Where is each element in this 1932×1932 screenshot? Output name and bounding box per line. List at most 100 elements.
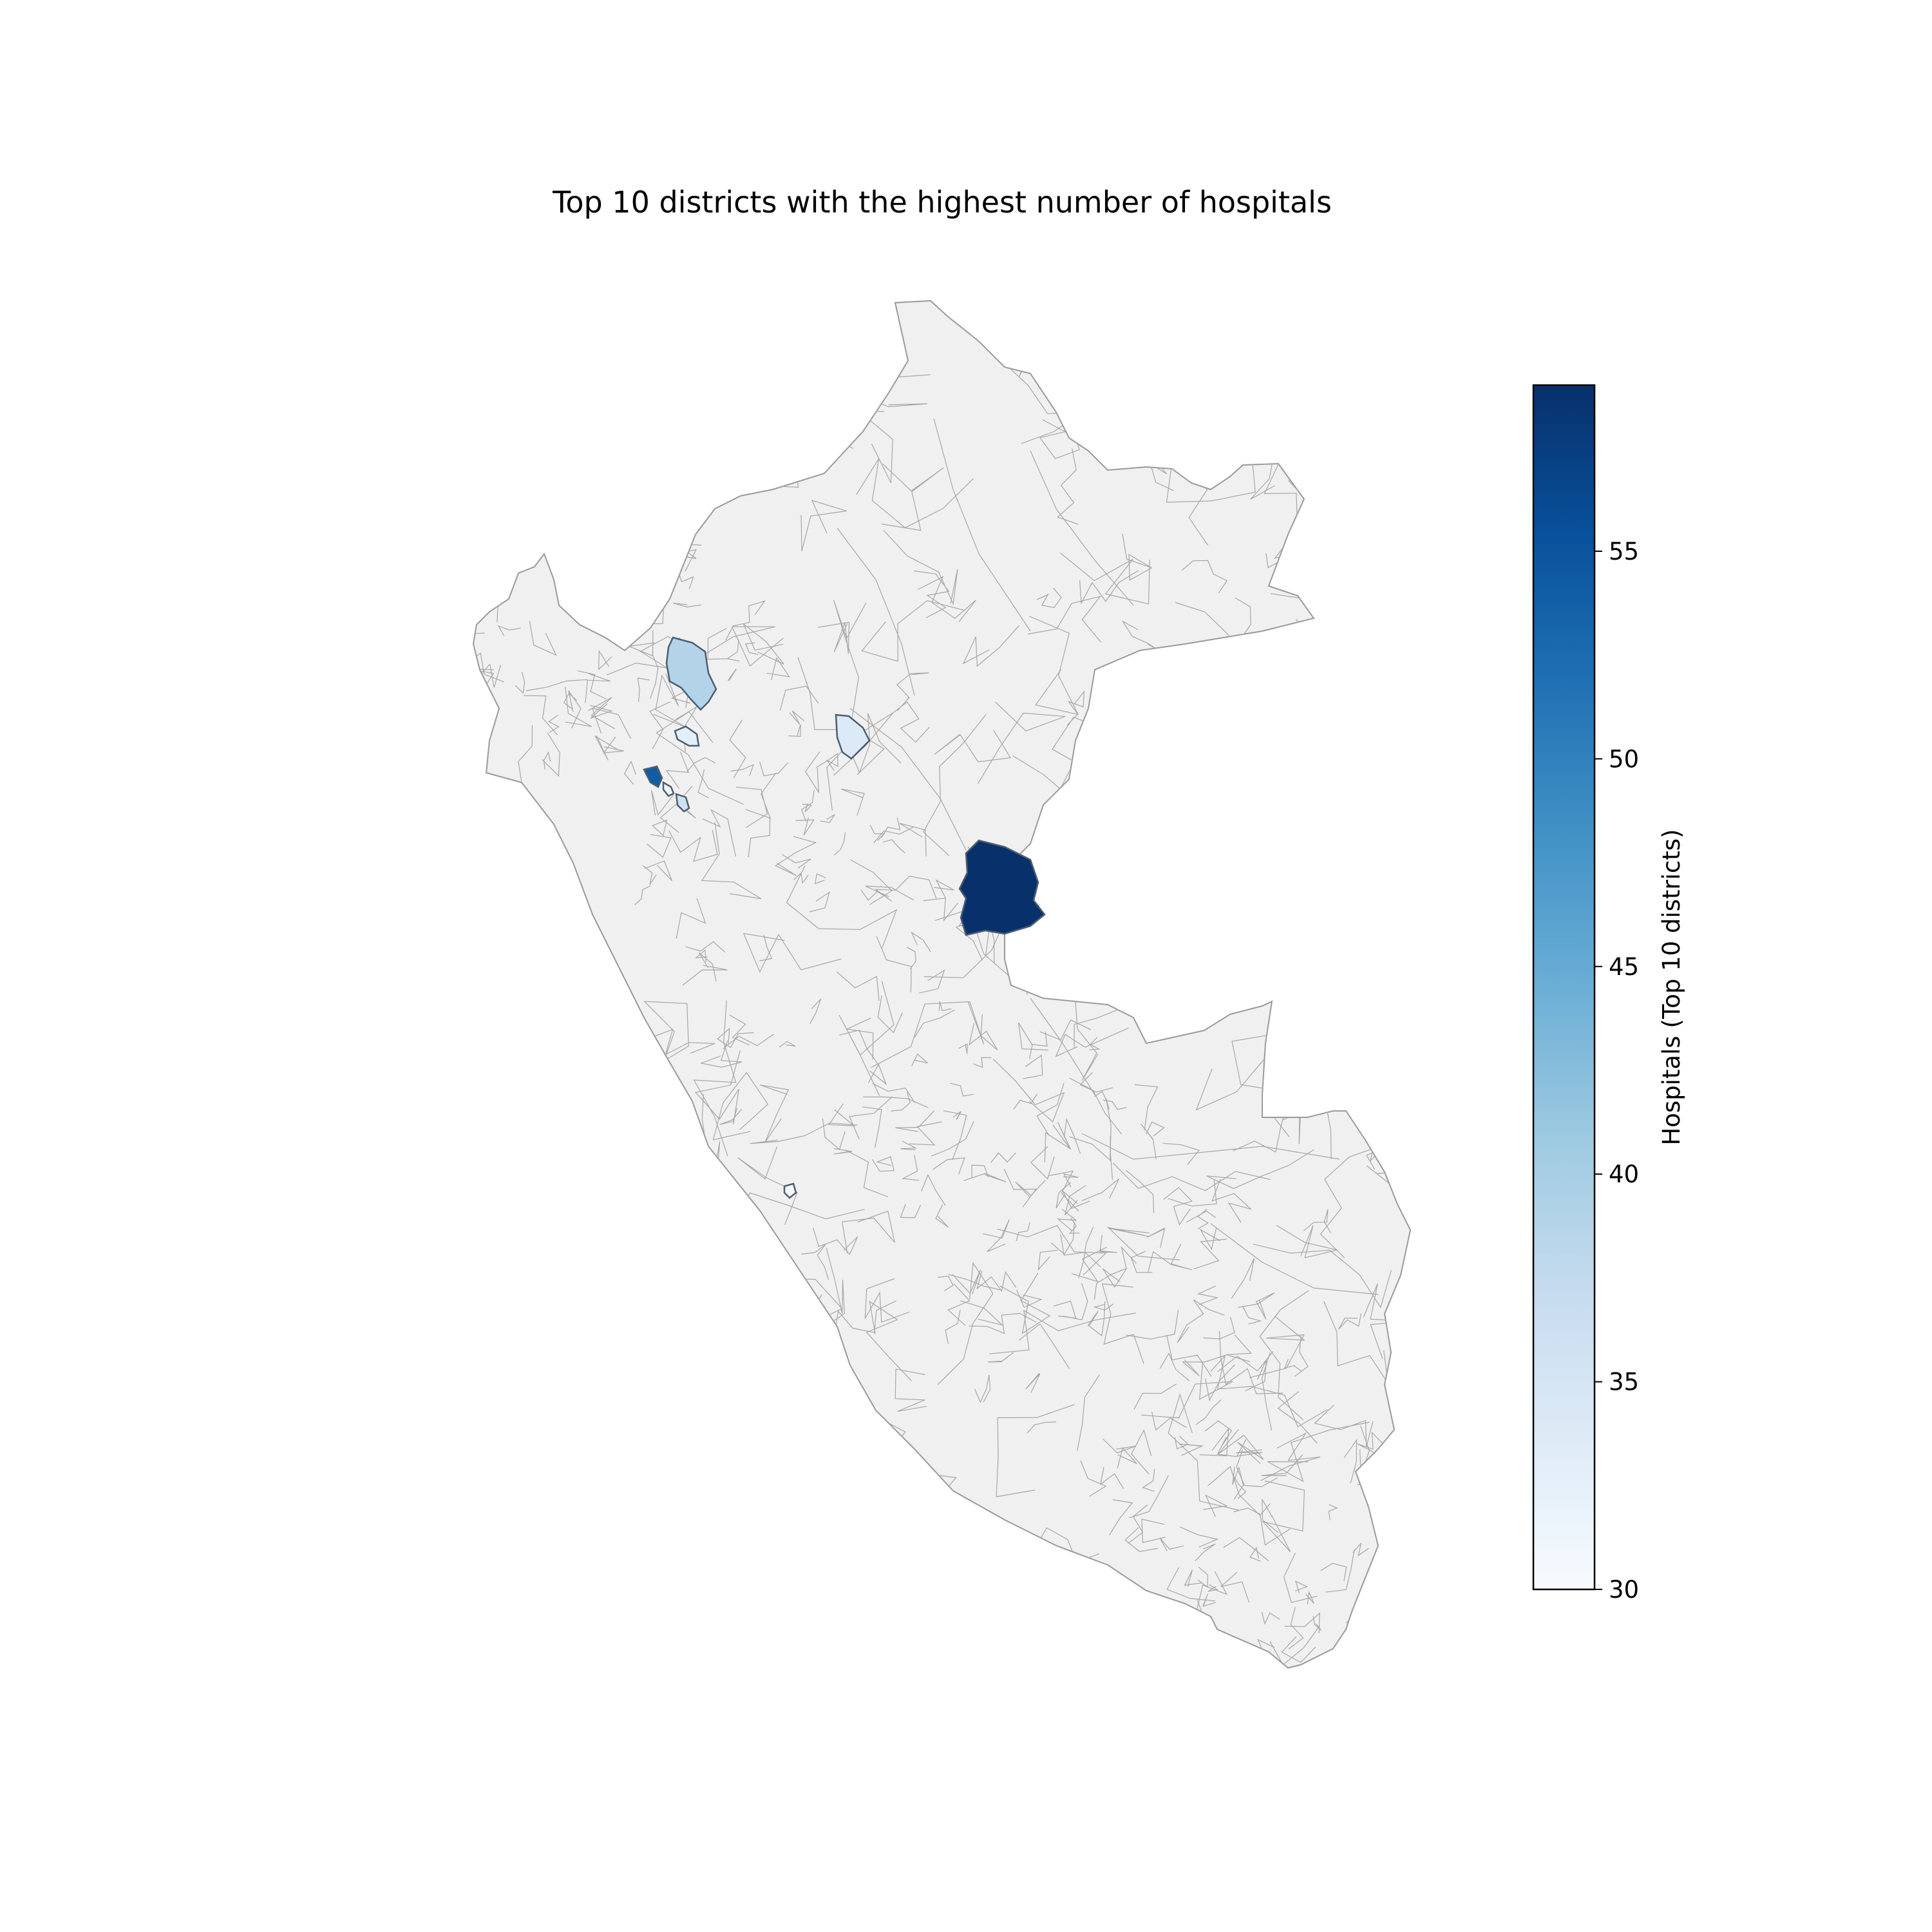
highlighted-district xyxy=(674,725,700,747)
colorbar-label: Hospitals (Top 10 districts) xyxy=(1658,829,1685,1145)
district-border xyxy=(748,816,771,857)
district-border xyxy=(948,1271,1017,1291)
district-border xyxy=(699,1040,743,1068)
district-border xyxy=(745,772,777,819)
district-border xyxy=(971,1164,989,1178)
district-border xyxy=(1208,887,1258,930)
district-border xyxy=(1204,778,1280,836)
district-border xyxy=(1507,1600,1539,1643)
district-border xyxy=(800,499,847,551)
district-border xyxy=(996,1404,1075,1497)
district-border xyxy=(822,1118,846,1150)
district-border xyxy=(1206,1149,1314,1189)
district-border xyxy=(1099,1235,1117,1253)
district-border xyxy=(872,1083,916,1103)
colorbar-tick-label: 35 xyxy=(1609,1368,1639,1396)
district-border xyxy=(643,1001,689,1072)
district-border xyxy=(1079,570,1139,605)
district-border xyxy=(1260,1432,1321,1481)
district-border xyxy=(1452,1607,1466,1642)
district-border xyxy=(846,1018,874,1059)
district-border xyxy=(1217,1351,1274,1372)
district-border xyxy=(1027,1421,1057,1434)
district-border xyxy=(1179,433,1213,464)
district-border xyxy=(950,1083,974,1097)
district-border xyxy=(1262,1499,1279,1533)
district-border xyxy=(1130,1251,1153,1273)
district-border xyxy=(1217,1355,1328,1428)
district-border xyxy=(1094,1268,1126,1300)
district-border xyxy=(1261,1612,1280,1625)
district-border xyxy=(722,1034,775,1050)
district-border xyxy=(1195,1399,1222,1425)
district-border xyxy=(585,673,611,703)
district-border xyxy=(1125,1170,1155,1213)
district-border xyxy=(697,769,709,799)
district-border xyxy=(497,625,521,636)
district-border xyxy=(1199,1227,1220,1251)
country-map xyxy=(472,299,1539,1669)
district-border xyxy=(673,1329,706,1347)
district-border xyxy=(1101,1283,1144,1364)
district-border xyxy=(1100,354,1197,414)
district-border xyxy=(1166,1567,1215,1602)
district-border xyxy=(856,458,974,529)
district-border xyxy=(737,1146,798,1225)
district-border xyxy=(1094,804,1179,967)
district-border xyxy=(743,623,784,665)
district-border xyxy=(923,898,958,922)
district-border xyxy=(1343,1438,1358,1484)
district-border xyxy=(1195,735,1230,829)
district-border xyxy=(1074,1009,1119,1048)
district-border xyxy=(901,1155,920,1181)
district-border xyxy=(814,873,826,885)
district-border xyxy=(1057,1209,1077,1231)
highlighted-districts xyxy=(643,636,1046,1199)
district-border xyxy=(1367,301,1403,328)
district-border xyxy=(934,879,954,898)
district-border xyxy=(850,859,893,905)
district-border xyxy=(1142,1468,1155,1492)
district-border xyxy=(1247,351,1325,409)
district-border xyxy=(1355,650,1410,726)
district-border xyxy=(1131,1429,1152,1475)
district-border xyxy=(845,1150,889,1198)
district-border xyxy=(702,808,737,857)
district-border xyxy=(1464,1620,1485,1654)
district-border xyxy=(958,1043,968,1054)
district-border xyxy=(999,1273,1051,1334)
district-border xyxy=(914,570,950,618)
district-border xyxy=(795,817,815,836)
district-border xyxy=(729,719,746,779)
district-border xyxy=(526,679,587,692)
district-border xyxy=(1394,1384,1410,1497)
district-border xyxy=(866,1300,912,1381)
district-border xyxy=(1193,1238,1227,1269)
district-border xyxy=(969,1014,998,1050)
highlighted-district xyxy=(643,765,663,788)
district-border xyxy=(685,941,726,953)
district-border xyxy=(1142,661,1168,717)
district-border xyxy=(1162,1142,1200,1165)
district-border xyxy=(864,1278,910,1323)
district-border xyxy=(1331,919,1378,963)
district-border xyxy=(960,1300,1004,1326)
district-border xyxy=(726,639,740,662)
district-border xyxy=(1100,1466,1124,1490)
district-border xyxy=(1376,860,1410,925)
district-border xyxy=(647,834,672,858)
district-border xyxy=(1267,1421,1370,1482)
district-border xyxy=(515,672,526,694)
district-border xyxy=(1048,1170,1079,1212)
district-border xyxy=(687,757,716,772)
district-border xyxy=(833,1148,852,1155)
district-border xyxy=(1241,855,1264,880)
district-border xyxy=(933,1157,965,1175)
district-border xyxy=(1208,1584,1218,1592)
district-border xyxy=(677,569,694,589)
district-border xyxy=(1023,1054,1043,1079)
district-border xyxy=(1203,1494,1228,1517)
district-border xyxy=(1249,1546,1261,1562)
district-border xyxy=(874,875,937,902)
district-border xyxy=(1129,1475,1169,1519)
